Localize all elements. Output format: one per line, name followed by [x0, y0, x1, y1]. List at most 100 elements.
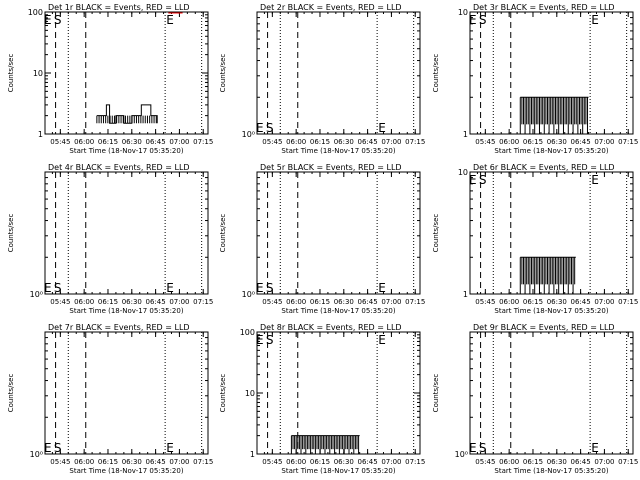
y-tick-label: 1	[463, 290, 468, 299]
event-s-marker: S	[266, 281, 274, 295]
x-tick-label: 07:15	[193, 298, 213, 306]
x-tick-label: 06:15	[310, 458, 330, 466]
x-tick-label: 07:00	[169, 298, 189, 306]
x-tick-label: 07:15	[405, 138, 425, 146]
x-tick-label: 05:45	[50, 458, 70, 466]
x-tick-label: 05:45	[50, 298, 70, 306]
x-axis-label: Start Time (18-Nov-17 05:35:20)	[281, 147, 395, 155]
plot-frame	[256, 11, 421, 135]
x-tick-label: 07:15	[618, 298, 638, 306]
event-end-marker: E	[166, 441, 174, 455]
x-tick-label: 06:30	[334, 298, 354, 306]
x-tick-label: 06:00	[286, 298, 306, 306]
plot-frame	[469, 11, 634, 135]
x-tick-label: 07:00	[169, 138, 189, 146]
event-end-marker: E	[166, 13, 174, 27]
panel-title: Det 1r BLACK = Events, RED = LLD	[48, 3, 190, 12]
event-s-marker: S	[479, 441, 487, 455]
x-tick-label: 07:00	[381, 298, 401, 306]
y-axis-label: Counts/sec	[7, 54, 15, 93]
x-tick-label: 06:45	[358, 138, 378, 146]
event-end-marker: E	[378, 121, 386, 135]
x-tick-label: 07:15	[405, 298, 425, 306]
x-tick-label: 06:15	[310, 298, 330, 306]
event-start-marker: E	[469, 441, 477, 455]
x-tick-label: 06:45	[146, 138, 166, 146]
y-tick-label: 10⁰	[242, 130, 255, 139]
detector-panel-9: Det 9r BLACK = Events, RED = LLD Counts/s…	[432, 323, 638, 475]
x-tick-label: 06:00	[74, 298, 94, 306]
event-end-marker: E	[591, 441, 599, 455]
event-start-marker: E	[469, 13, 477, 27]
detector-panel-1: Det 1r BLACK = Events, RED = LLD Counts/s…	[7, 3, 213, 155]
y-tick-label: 100	[28, 8, 43, 17]
x-tick-label: 06:15	[98, 138, 118, 146]
x-tick-label: 07:00	[594, 458, 614, 466]
x-tick-label: 06:00	[499, 298, 519, 306]
detector-panel-4: Det 4r BLACK = Events, RED = LLD Counts/s…	[7, 163, 213, 315]
x-axis-label: Start Time (18-Nov-17 05:35:20)	[494, 467, 608, 475]
y-axis-label: Counts/sec	[219, 214, 227, 253]
plot-frame	[469, 171, 634, 295]
detector-panel-8: Det 8r BLACK = Events, RED = LLD Counts/s…	[219, 323, 425, 475]
x-tick-label: 06:00	[286, 138, 306, 146]
panel-title: Det 4r BLACK = Events, RED = LLD	[48, 163, 190, 172]
x-tick-label: 06:00	[286, 458, 306, 466]
y-tick-label: 1	[250, 450, 255, 459]
x-tick-label: 06:30	[334, 458, 354, 466]
plot-frame	[256, 171, 421, 295]
event-end-marker: E	[591, 173, 599, 187]
x-tick-label: 06:30	[334, 138, 354, 146]
event-end-marker: E	[591, 13, 599, 27]
x-tick-label: 06:15	[523, 458, 543, 466]
x-tick-label: 06:45	[571, 298, 591, 306]
x-tick-label: 06:30	[547, 458, 567, 466]
x-tick-label: 06:00	[74, 458, 94, 466]
x-axis-label: Start Time (18-Nov-17 05:35:20)	[494, 307, 608, 315]
x-tick-label: 06:45	[146, 458, 166, 466]
x-tick-label: 05:45	[262, 138, 282, 146]
x-axis-label: Start Time (18-Nov-17 05:35:20)	[69, 307, 183, 315]
x-tick-label: 06:30	[547, 298, 567, 306]
event-s-marker: S	[479, 13, 487, 27]
x-tick-label: 06:45	[146, 298, 166, 306]
x-tick-label: 06:30	[547, 138, 567, 146]
y-tick-label: 1	[38, 130, 43, 139]
y-tick-label: 10	[33, 69, 43, 78]
panel-title: Det 3r BLACK = Events, RED = LLD	[473, 3, 615, 12]
y-tick-label: 10	[458, 8, 468, 17]
event-start-marker: E	[256, 333, 264, 347]
x-tick-label: 07:00	[594, 298, 614, 306]
panel-title: Det 9r BLACK = Events, RED = LLD	[473, 323, 615, 332]
x-tick-label: 05:45	[475, 138, 495, 146]
x-tick-label: 06:15	[98, 298, 118, 306]
y-tick-label: 10⁰	[242, 290, 255, 299]
x-axis-label: Start Time (18-Nov-17 05:35:20)	[494, 147, 608, 155]
x-tick-label: 06:15	[523, 138, 543, 146]
x-tick-label: 05:45	[475, 298, 495, 306]
x-tick-label: 06:00	[499, 138, 519, 146]
panel-title: Det 8r BLACK = Events, RED = LLD	[260, 323, 402, 332]
y-tick-label: 10	[245, 389, 255, 398]
y-tick-label: 100	[240, 328, 255, 337]
panel-title: Det 7r BLACK = Events, RED = LLD	[48, 323, 190, 332]
x-axis-label: Start Time (18-Nov-17 05:35:20)	[281, 467, 395, 475]
detector-panel-7: Det 7r BLACK = Events, RED = LLD Counts/s…	[7, 323, 213, 475]
x-tick-label: 07:15	[618, 458, 638, 466]
event-start-marker: E	[44, 13, 52, 27]
plot-frame	[44, 331, 209, 455]
event-end-marker: E	[378, 281, 386, 295]
x-tick-label: 06:15	[98, 458, 118, 466]
x-tick-label: 05:45	[262, 298, 282, 306]
event-end-marker: E	[378, 333, 386, 347]
plot-frame	[44, 171, 209, 295]
event-start-marker: E	[256, 121, 264, 135]
panel-title: Det 2r BLACK = Events, RED = LLD	[260, 3, 402, 12]
detector-panel-6: Det 6r BLACK = Events, RED = LLD Counts/s…	[432, 163, 638, 315]
y-tick-label: 10⁰	[30, 290, 43, 299]
x-tick-label: 05:45	[475, 458, 495, 466]
event-s-marker: S	[479, 173, 487, 187]
event-s-marker: S	[54, 13, 62, 27]
x-tick-label: 05:45	[262, 458, 282, 466]
